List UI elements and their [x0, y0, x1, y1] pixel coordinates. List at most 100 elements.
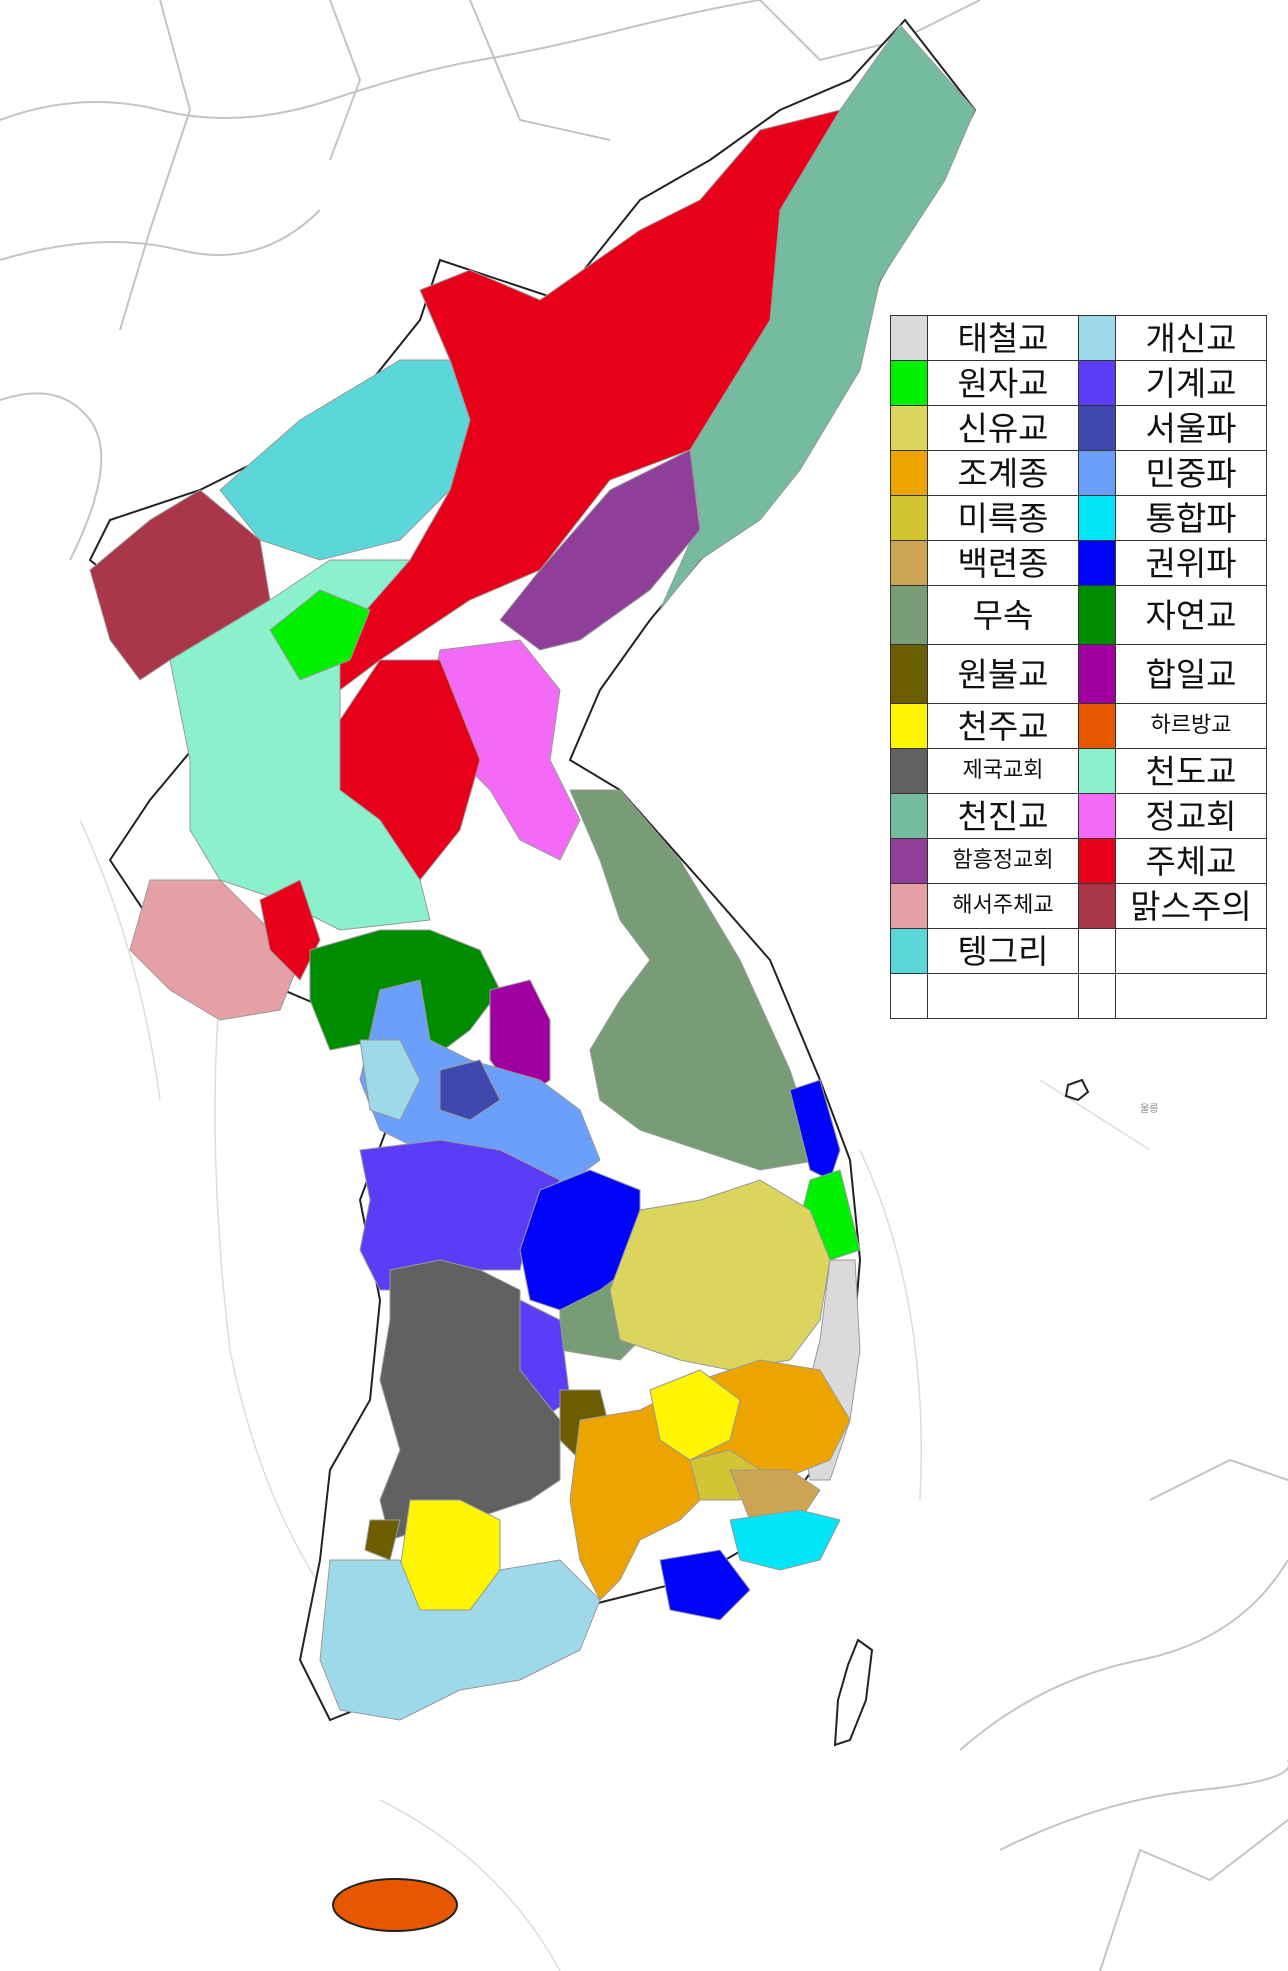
legend-swatch: [890, 928, 928, 974]
legend-swatch: [890, 405, 928, 451]
legend-label: 텡그리: [927, 928, 1079, 974]
legend-row: 천주교 하르방교: [890, 703, 1267, 749]
legend-swatch: [890, 644, 928, 704]
legend-swatch: [1078, 973, 1116, 1019]
legend-label: 천진교: [927, 793, 1079, 839]
legend-row: 제국교회 천도교: [890, 748, 1267, 794]
legend-label: 정교회: [1115, 793, 1267, 839]
region-jegukgyohoe: [379, 1259, 561, 1541]
legend-label: 태철교: [927, 315, 1079, 361]
legend-row: 천진교 정교회: [890, 793, 1267, 839]
legend-swatch: [1078, 644, 1116, 704]
legend-swatch: [890, 793, 928, 839]
legend-swatch: [890, 540, 928, 586]
region-wonjagyo-north: [269, 589, 371, 681]
legend-row: 함흥정교회 주체교: [890, 838, 1267, 884]
legend-label: 민중파: [1115, 450, 1267, 496]
legend-label: 백련종: [927, 540, 1079, 586]
legend-swatch: [890, 973, 928, 1019]
legend-swatch: [1078, 495, 1116, 541]
region-gwonwipa-south: [659, 1549, 751, 1621]
ulleung-label: 울릉: [1140, 1103, 1158, 1115]
legend-label: [1115, 973, 1267, 1019]
region-catholic-east: [649, 1369, 741, 1461]
region-gwonwipa-east: [789, 1079, 841, 1181]
legend-label: 원자교: [927, 360, 1079, 406]
region-baengnyeonjong: [729, 1469, 821, 1521]
legend-label: 개신교: [1115, 315, 1267, 361]
region-musok: [569, 789, 821, 1171]
legend-label: 해서주체교: [927, 883, 1079, 929]
legend-swatch: [1078, 838, 1116, 884]
legend-label: [927, 973, 1079, 1019]
region-juchegyo-south: [339, 659, 481, 881]
legend-label: 맑스주의: [1115, 883, 1267, 929]
legend-label: 신유교: [927, 405, 1079, 451]
legend-label: 무속: [927, 585, 1079, 645]
ulleung-island: [1064, 1078, 1090, 1102]
legend-row: 해서주체교 맑스주의: [890, 883, 1267, 929]
legend-swatch: [1078, 360, 1116, 406]
legend-label: 함흥정교회: [927, 838, 1079, 884]
legend-label: 통합파: [1115, 495, 1267, 541]
legend-label: 주체교: [1115, 838, 1267, 884]
region-protestant-south: [319, 1559, 601, 1721]
legend-row: 조계종 민중파: [890, 450, 1267, 496]
legend-label: [1115, 928, 1267, 974]
legend-label: 미륵종: [927, 495, 1079, 541]
legend-label: 서울파: [1115, 405, 1267, 451]
region-seoulpa: [439, 1059, 501, 1121]
region-harbang-jeju: [332, 1878, 458, 1932]
legend-row: 신유교 서울파: [890, 405, 1267, 451]
legend-swatch: [890, 883, 928, 929]
legend-label: 자연교: [1115, 585, 1267, 645]
region-hamheung: [499, 449, 701, 651]
legend-swatch: [1078, 793, 1116, 839]
region-gwonwipa: [519, 1169, 641, 1311]
legend-swatch: [1078, 585, 1116, 645]
legend-swatch: [1078, 883, 1116, 929]
legend-swatch: [1078, 540, 1116, 586]
legend-row: 태철교 개신교: [890, 315, 1267, 361]
legend-swatch: [890, 360, 928, 406]
legend-label: 기계교: [1115, 360, 1267, 406]
region-sinyugyo: [609, 1179, 831, 1371]
tsushima-island: [833, 1638, 874, 1747]
legend-swatch: [890, 585, 928, 645]
region-gigyegyo: [359, 1139, 561, 1291]
legend-swatch: [1078, 315, 1116, 361]
region-haeseo-juche: [129, 879, 301, 1021]
legend-row: [890, 973, 1267, 1019]
legend-swatch: [890, 748, 928, 794]
legend-label: 천주교: [927, 703, 1079, 749]
legend-swatch: [1078, 703, 1116, 749]
legend-swatch: [890, 315, 928, 361]
region-tonghappa: [729, 1509, 841, 1571]
legend-row: 무속 자연교: [890, 585, 1267, 645]
legend-label: 하르방교: [1115, 703, 1267, 749]
legend-label: 조계종: [927, 450, 1079, 496]
legend-swatch: [1078, 748, 1116, 794]
legend-label: 합일교: [1115, 644, 1267, 704]
legend-row: 텡그리: [890, 928, 1267, 974]
legend-swatch: [1078, 405, 1116, 451]
legend-swatch: [890, 450, 928, 496]
legend-swatch: [890, 495, 928, 541]
legend-row: 미륵종 통합파: [890, 495, 1267, 541]
region-tengri: [219, 359, 471, 561]
region-protestant-west: [359, 1039, 421, 1121]
legend-row: 원자교 기계교: [890, 360, 1267, 406]
legend-label: 제국교회: [927, 748, 1079, 794]
legend-swatch: [890, 838, 928, 884]
legend-row: 백련종 권위파: [890, 540, 1267, 586]
legend-label: 원불교: [927, 644, 1079, 704]
region-juchegyo-north: [269, 109, 842, 721]
legend-swatch: [1078, 928, 1116, 974]
legend-label: 권위파: [1115, 540, 1267, 586]
legend-swatch: [890, 703, 928, 749]
legend-swatch: [1078, 450, 1116, 496]
legend-label: 천도교: [1115, 748, 1267, 794]
